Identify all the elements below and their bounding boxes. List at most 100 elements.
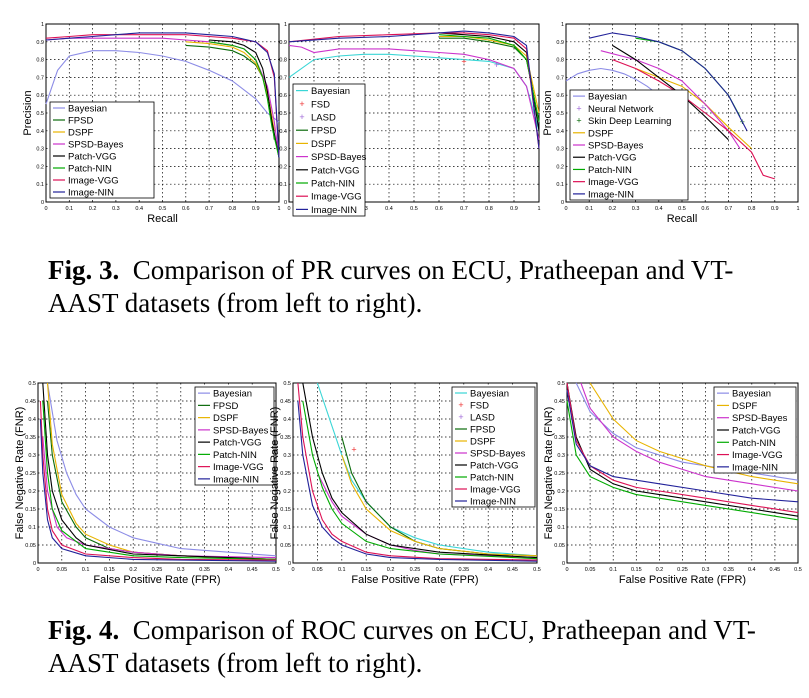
y-tick-label: 0 — [561, 200, 564, 206]
y-tick-label: 0.5 — [557, 381, 565, 387]
legend-marker-skin-deep-learning: + — [576, 116, 581, 126]
x-tick-label: 0.2 — [656, 567, 664, 573]
y-tick-label: 0 — [562, 561, 565, 567]
fig4-caption-label: Fig. 4. — [48, 615, 120, 645]
chart-5: 0 0.05 0.1 0.15 0.2 0.25 0.3 0.35 0.4 0.45 0.5 0 0.0… — [269, 381, 541, 586]
legend-box — [451, 386, 536, 508]
x-tick-label: 0.4 — [135, 206, 143, 212]
legend-box — [194, 386, 275, 486]
x-tick-label: 0.2 — [89, 206, 97, 212]
chart-4: 0 0.05 0.1 0.15 0.2 0.25 0.3 0.35 0.4 0.45 0.5 0 0.0… — [14, 381, 280, 586]
legend-marker-fsd: + — [299, 99, 304, 109]
x-tick-label: 0.1 — [585, 206, 593, 212]
x-tick-label: 0.3 — [702, 567, 710, 573]
x-tick-label: 0.25 — [410, 567, 421, 573]
legend-label: Bayesian — [311, 86, 350, 97]
y-axis-label: False Negative Rate (FNR) — [14, 407, 26, 540]
y-tick-label: 0.4 — [28, 417, 36, 423]
series-line-image-vgg — [566, 382, 799, 514]
x-tick-label: 0.4 — [655, 206, 663, 212]
y-tick-label: 0.3 — [556, 147, 564, 153]
x-tick-label: 0.7 — [725, 206, 733, 212]
series-line-image-nin — [589, 32, 748, 132]
y-tick-label: 0.1 — [283, 525, 291, 531]
legend-marker-neural-network: + — [576, 103, 581, 113]
series-line-dspf — [635, 67, 752, 150]
fig4-caption-text: Comparison of ROC curves on ECU, Prathee… — [48, 615, 756, 678]
legend-label: Image-NIN — [311, 205, 357, 216]
x-tick-label: 0.35 — [199, 567, 210, 573]
fig3-caption-label: Fig. 3. — [48, 255, 120, 285]
x-tick-label: 0.3 — [177, 567, 185, 573]
x-tick-label: 0.9 — [252, 206, 260, 212]
y-tick-label: 0.1 — [557, 525, 565, 531]
x-tick-label: 0.6 — [701, 206, 709, 212]
legend-label: SPSD-Bayes — [588, 141, 644, 152]
series-line-image-nin — [39, 418, 277, 562]
x-tick-label: 0.3 — [632, 206, 640, 212]
legend-label: Image-NIN — [68, 188, 114, 199]
legend-label: Patch-NIN — [470, 473, 514, 484]
legend-label: FPSD — [311, 126, 336, 137]
y-tick-label: 0.7 — [279, 75, 287, 81]
series-line-bayesian — [45, 50, 280, 123]
legend-label: Patch-NIN — [732, 438, 776, 449]
legend-marker-lasd: + — [458, 412, 463, 422]
y-tick-label: 0.45 — [554, 399, 565, 405]
legend-label: FPSD — [213, 401, 238, 412]
x-tick-label: 0 — [565, 567, 568, 573]
y-tick-label: 0.5 — [283, 381, 291, 387]
x-tick-label: 1 — [537, 206, 540, 212]
series-line-dspf — [341, 454, 538, 557]
x-tick-label: 0.9 — [771, 206, 779, 212]
legend-label: Image-VGG — [311, 192, 362, 203]
y-tick-label: 0.2 — [28, 489, 36, 495]
series-line-image-nin — [566, 390, 799, 503]
y-tick-label: 0.25 — [554, 471, 565, 477]
x-tick-label: 0.35 — [723, 567, 734, 573]
x-axis-label: False Positive Rate (FPR) — [93, 574, 220, 586]
legend-label: Patch-VGG — [213, 438, 262, 449]
legend-label: Image-VGG — [588, 177, 639, 188]
series-line-image-vgg — [297, 382, 538, 561]
y-axis-label: Precision — [542, 90, 554, 135]
y-tick-label: 0.05 — [25, 543, 36, 549]
series-line-patch-nin — [302, 400, 538, 560]
chart-3: 0 0.1 0.2 0.3 0.4 0.5 0.6 0.7 0.8 0.9 1 0 0.1 0.2 0.3 0… — [542, 22, 800, 225]
legend-label: Image-VGG — [68, 176, 119, 187]
x-tick-label: 0.7 — [460, 206, 468, 212]
fig4-caption: Fig. 4. Comparison of ROC curves on ECU,… — [48, 614, 788, 680]
y-tick-label: 0.2 — [36, 164, 44, 170]
legend-label: DSPF — [470, 437, 496, 448]
series-line-image-vgg — [288, 32, 540, 149]
y-tick-label: 0.3 — [36, 147, 44, 153]
series-line-patch-nin — [42, 400, 277, 560]
y-tick-label: 0.2 — [556, 164, 564, 170]
series-line-spsd-bayes — [288, 44, 540, 140]
x-tick-label: 0.2 — [609, 206, 617, 212]
series-line-patch-vgg — [209, 39, 280, 158]
x-tick-label: 0 — [44, 206, 47, 212]
legend-label: Neural Network — [588, 104, 654, 115]
x-tick-label: 0 — [287, 206, 290, 212]
legend-label: Patch-VGG — [470, 461, 519, 472]
series-line-image-nin — [297, 400, 538, 562]
series-line-image-vgg — [39, 400, 277, 561]
y-tick-label: 0.1 — [279, 182, 287, 188]
x-tick-label: 0.5 — [159, 206, 167, 212]
x-tick-label: 0.7 — [205, 206, 213, 212]
x-tick-label: 0.25 — [152, 567, 163, 573]
x-tick-label: 0.05 — [312, 567, 323, 573]
y-tick-label: 0.35 — [280, 435, 291, 441]
chart-2: 00.10.20.30.40.50.60.70.80.9100.10.20.30… — [279, 22, 541, 217]
x-tick-label: 0.4 — [748, 567, 756, 573]
series-line-patch-vgg — [566, 382, 799, 517]
y-tick-label: 0.05 — [554, 543, 565, 549]
x-tick-label: 0.15 — [104, 567, 115, 573]
y-axis-label: False Negative Rate (FNR) — [269, 407, 281, 540]
x-axis-label: False Positive Rate (FPR) — [619, 574, 746, 586]
y-tick-label: 0.6 — [36, 93, 44, 99]
series-line-patch-nin — [566, 400, 799, 521]
legend-label: Patch-VGG — [732, 426, 781, 437]
x-axis-label: Recall — [667, 213, 698, 225]
